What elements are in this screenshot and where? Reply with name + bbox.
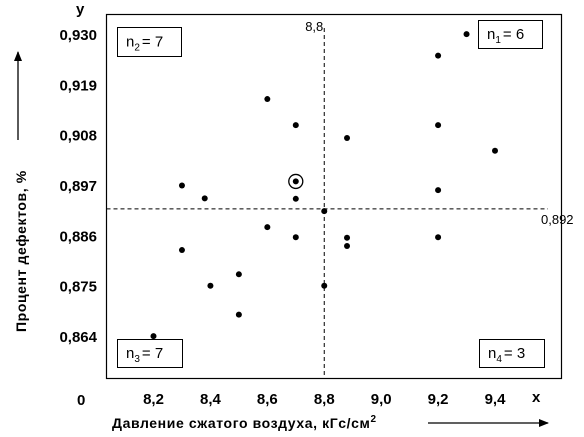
quadrant-labels: n1 = 6n2 = 7n3 = 7 n4 = 3 — [117, 20, 545, 368]
data-point — [435, 234, 442, 241]
quadrant-count: = 7 — [142, 345, 163, 362]
quadrant-subscript: 1 — [495, 35, 501, 46]
quadrant-box-frame — [478, 20, 543, 49]
data-point — [292, 234, 299, 241]
y-axis-letter: y — [76, 1, 85, 18]
quadrant-box-frame — [117, 339, 183, 368]
quadrant-count: = 7 — [142, 34, 163, 51]
data-point — [178, 182, 185, 189]
x-tick-label: 8,6 — [257, 391, 278, 408]
y-tick-label: 0,897 — [59, 178, 97, 195]
data-point — [463, 31, 470, 38]
y-tick-label: 0,908 — [59, 128, 97, 145]
data-point — [435, 187, 442, 194]
y-axis-title: Процент дефектов, % — [13, 170, 29, 332]
x-axis-title-sup: 2 — [370, 414, 376, 425]
data-point — [292, 195, 299, 202]
median-x-label: 8,8 — [305, 19, 323, 34]
x-axis-title-main: Давление сжатого воздуха, кГс/см — [112, 415, 370, 431]
data-point — [207, 282, 214, 289]
data-point — [292, 122, 299, 129]
quadrant-count: = 3 — [504, 345, 525, 362]
data-points — [150, 31, 498, 340]
y-tick-label: 0,930 — [59, 27, 97, 44]
x-tick-label: 8,2 — [143, 391, 164, 408]
x-tick-label: 9,0 — [371, 391, 392, 408]
quadrant-var: n — [487, 26, 495, 43]
data-point — [321, 208, 328, 215]
quadrant-label: n3 = 7 — [126, 345, 163, 365]
quadrant-var: n — [488, 345, 496, 362]
highlighted-point-ring — [288, 173, 304, 190]
y-tick-label: 0,886 — [59, 228, 97, 245]
median-lines — [106, 28, 548, 379]
quadrant-box-top-right: n1 = 6 — [478, 20, 543, 49]
quadrant-box-frame — [479, 339, 545, 368]
data-point — [150, 333, 157, 340]
quadrant-box-bottom-left: n3 = 7 — [117, 339, 183, 368]
quadrant-label: n1 = 6 — [487, 26, 524, 46]
x-tick-label: 8,8 — [314, 391, 335, 408]
data-point — [435, 122, 442, 129]
y-tick-label: 0,875 — [59, 279, 97, 296]
data-point — [344, 242, 351, 249]
data-point — [492, 147, 498, 154]
plot-frame — [105, 13, 563, 380]
quadrant-subscript: 3 — [134, 354, 140, 365]
y-tick-label: 0,864 — [59, 329, 97, 346]
data-point — [344, 134, 351, 141]
data-point — [292, 178, 299, 185]
x-axis-title: Давление сжатого воздуха, кГс/см2 — [112, 414, 377, 431]
quadrant-label: n2 = 7 — [126, 34, 163, 54]
data-point — [264, 224, 271, 231]
quadrant-var: n — [126, 34, 134, 51]
data-point — [201, 195, 208, 202]
x-axis-letter: x — [532, 389, 541, 406]
data-point — [235, 271, 242, 278]
x-tick-label: 8,4 — [200, 391, 222, 408]
quadrant-box-top-left: n2 = 7 — [117, 27, 182, 57]
data-point — [178, 247, 185, 254]
quadrant-subscript: 4 — [496, 354, 502, 365]
data-point — [321, 282, 328, 289]
data-point — [264, 96, 271, 103]
x-tick-label: 9,2 — [428, 391, 449, 408]
median-y-label: 0,892 — [541, 212, 574, 227]
quadrant-count: = 6 — [503, 26, 524, 43]
data-point — [235, 311, 242, 318]
quadrant-subscript: 2 — [134, 43, 140, 54]
data-point — [435, 52, 442, 59]
data-point — [344, 234, 351, 241]
quadrant-box-frame — [117, 27, 182, 57]
quadrant-var: n — [126, 345, 134, 362]
x-tick-label: 9,4 — [485, 391, 507, 408]
x-tick-labels: 8,2 8,4 8,6 8,8 9,0 9,2 9,4 — [143, 391, 506, 408]
origin-label: 0 — [77, 392, 85, 409]
quadrant-box-bottom-right: n4 = 3 — [479, 339, 545, 368]
y-tick-labels: 0,930 0,919 0,908 0,897 0,886 0,875 0,864 — [59, 27, 97, 346]
y-tick-label: 0,919 — [59, 77, 97, 94]
quadrant-label: n4 = 3 — [488, 345, 525, 365]
